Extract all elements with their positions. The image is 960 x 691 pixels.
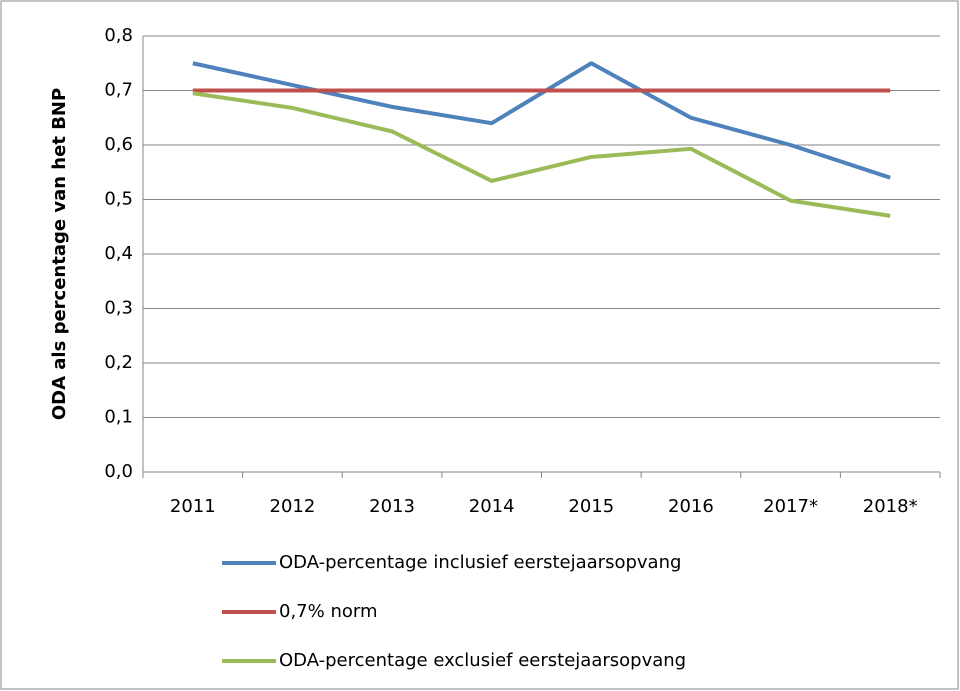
x-tick-label: 2013 xyxy=(369,496,415,517)
x-tick-label: 2014 xyxy=(469,496,515,517)
legend-label: 0,7% norm xyxy=(279,601,378,622)
x-tick-label: 2016 xyxy=(668,496,714,517)
y-axis-label: ODA als percentage van het BNP xyxy=(49,88,70,420)
y-tick-label: 0,1 xyxy=(104,407,133,428)
x-tick-label: 2011 xyxy=(170,496,216,517)
legend-label: ODA-percentage exclusief eerstejaarsopva… xyxy=(279,650,686,671)
series-line xyxy=(192,91,891,218)
x-tick-label: 2015 xyxy=(568,496,614,517)
y-tick-label: 0,7 xyxy=(104,80,133,101)
y-tick-label: 0,5 xyxy=(104,189,133,210)
y-tick-label: 0,8 xyxy=(104,25,133,46)
x-tick-label: 2012 xyxy=(270,496,316,517)
y-tick-label: 0,3 xyxy=(104,298,133,319)
y-tick-label: 0,2 xyxy=(104,352,133,373)
y-tick-label: 0,4 xyxy=(104,243,133,264)
y-tick-label: 0,0 xyxy=(104,461,133,482)
x-tick-label: 2017* xyxy=(763,496,818,517)
legend-label: ODA-percentage inclusief eerstejaarsopva… xyxy=(279,552,681,573)
x-tick-label: 2018* xyxy=(863,496,918,517)
y-tick-label: 0,6 xyxy=(104,134,133,155)
